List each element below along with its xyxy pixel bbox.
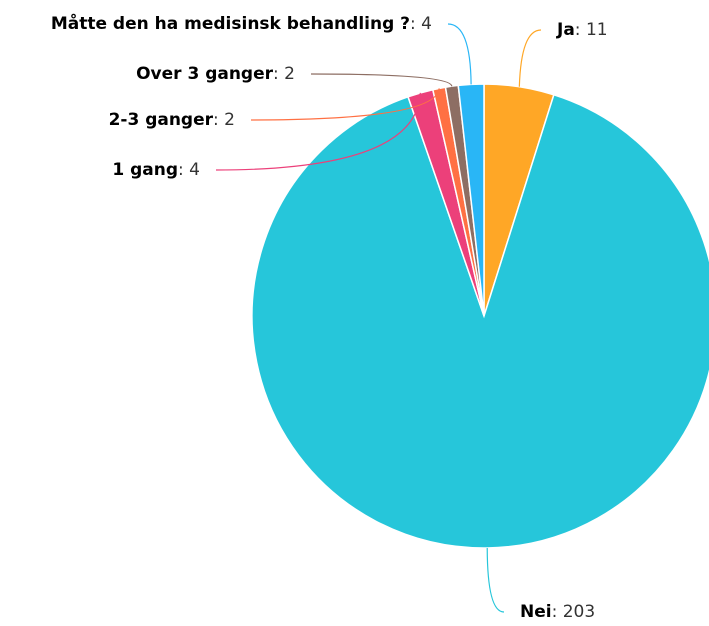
slice-name: Nei xyxy=(520,602,552,622)
slice-value: 4 xyxy=(421,14,432,34)
connector-line xyxy=(486,547,505,613)
separator: : xyxy=(213,110,224,130)
slice-name: Over 3 ganger xyxy=(136,64,274,84)
slice-value: 203 xyxy=(563,602,595,622)
separator: : xyxy=(273,64,284,84)
connector-line xyxy=(310,73,453,87)
slice-value: 4 xyxy=(189,160,200,180)
slice-label: Ja: 11 xyxy=(556,20,608,40)
separator: : xyxy=(575,20,586,40)
connector-line xyxy=(215,92,421,171)
slice-name: Måtte den ha medisinsk behandling ? xyxy=(51,12,410,34)
separator: : xyxy=(410,14,421,34)
slice-name: 1 gang xyxy=(112,160,178,180)
slice-label: 2-3 ganger: 2 xyxy=(109,110,235,130)
connector-line xyxy=(447,23,472,85)
slice-label: Nei: 203 xyxy=(520,602,595,622)
slice-label: Over 3 ganger: 2 xyxy=(136,64,295,84)
slice-name: Ja xyxy=(556,20,575,40)
separator: : xyxy=(178,160,189,180)
slice-value: 2 xyxy=(284,64,295,84)
connector-line xyxy=(518,29,542,87)
separator: : xyxy=(552,602,563,622)
slice-name: 2-3 ganger xyxy=(109,110,214,130)
slice-label: 1 gang: 4 xyxy=(112,160,200,180)
slice-label: Måtte den ha medisinsk behandling ?: 4 xyxy=(51,12,432,34)
slice-value: 2 xyxy=(224,110,235,130)
connector-line xyxy=(250,88,440,121)
slice-value: 11 xyxy=(586,20,608,40)
